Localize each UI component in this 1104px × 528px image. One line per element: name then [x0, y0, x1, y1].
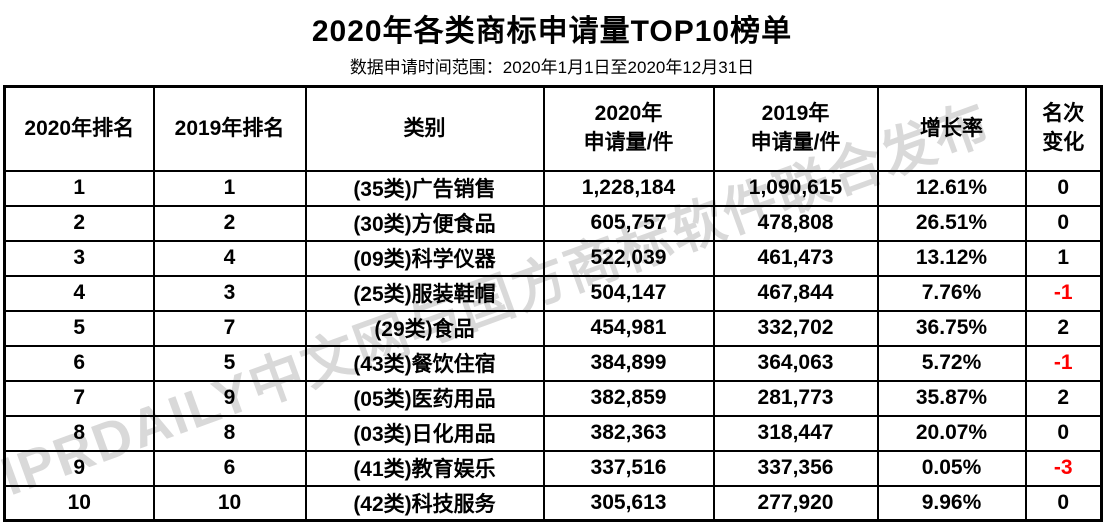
- cell-rank-change: -3: [1024, 449, 1103, 487]
- column-header-apps-2020: 2020年 申请量/件: [542, 85, 715, 172]
- cell-category: (42类)科技服务: [304, 484, 545, 522]
- table-row: 10 10 (42类)科技服务 305,613 277,920 9.96% 0: [3, 484, 1103, 522]
- table-row: 7 9 (05类)医药用品 382,859 281,773 35.87% 2: [3, 379, 1103, 417]
- table-row: 3 4 (09类)科学仪器 522,039 461,473 13.12% 1: [3, 239, 1103, 277]
- cell-rank-2020: 8: [3, 414, 155, 452]
- cell-rank-2020: 7: [3, 379, 155, 417]
- cell-rank-change: 0: [1024, 414, 1103, 452]
- cell-rank-change: 2: [1024, 309, 1103, 347]
- cell-apps-2020: 382,859: [542, 379, 715, 417]
- cell-category: (25类)服装鞋帽: [304, 274, 545, 312]
- cell-apps-2019: 1,090,615: [712, 169, 879, 207]
- cell-category: (09类)科学仪器: [304, 239, 545, 277]
- cell-rank-2019: 3: [152, 274, 307, 312]
- table-row: 4 3 (25类)服装鞋帽 504,147 467,844 7.76% -1: [3, 274, 1103, 312]
- cell-category: (43类)餐饮住宿: [304, 344, 545, 382]
- cell-apps-2019: 461,473: [712, 239, 879, 277]
- cell-apps-2019: 337,356: [712, 449, 879, 487]
- cell-apps-2020: 305,613: [542, 484, 715, 522]
- cell-rank-change: 0: [1024, 484, 1103, 522]
- cell-apps-2020: 454,981: [542, 309, 715, 347]
- cell-rank-change: 0: [1024, 204, 1103, 242]
- column-header-rank-change: 名次 变化: [1024, 85, 1103, 172]
- cell-apps-2020: 522,039: [542, 239, 715, 277]
- cell-rank-2019: 4: [152, 239, 307, 277]
- cell-rank-change: -1: [1024, 274, 1103, 312]
- column-header-growth: 增长率: [876, 85, 1027, 172]
- cell-category: (05类)医药用品: [304, 379, 545, 417]
- cell-growth: 9.96%: [876, 484, 1027, 522]
- cell-rank-2020: 6: [3, 344, 155, 382]
- cell-apps-2019: 467,844: [712, 274, 879, 312]
- cell-apps-2020: 337,516: [542, 449, 715, 487]
- header-row: 2020年排名 2019年排名 类别 2020年 申请量/件 2019年 申请量…: [3, 85, 1103, 172]
- cell-category: (35类)广告销售: [304, 169, 545, 207]
- cell-rank-2020: 10: [3, 484, 155, 522]
- cell-apps-2019: 281,773: [712, 379, 879, 417]
- cell-rank-2020: 1: [3, 169, 155, 207]
- cell-rank-2019: 1: [152, 169, 307, 207]
- cell-rank-2020: 9: [3, 449, 155, 487]
- cell-apps-2020: 504,147: [542, 274, 715, 312]
- page-title: 2020年各类商标申请量TOP10榜单: [311, 15, 793, 48]
- cell-growth: 0.05%: [876, 449, 1027, 487]
- table-row: 9 6 (41类)教育娱乐 337,516 337,356 0.05% -3: [3, 449, 1103, 487]
- table-row: 5 7 (29类)食品 454,981 332,702 36.75% 2: [3, 309, 1103, 347]
- cell-apps-2019: 332,702: [712, 309, 879, 347]
- cell-apps-2019: 277,920: [712, 484, 879, 522]
- cell-growth: 26.51%: [876, 204, 1027, 242]
- cell-rank-2019: 2: [152, 204, 307, 242]
- cell-apps-2020: 382,363: [542, 414, 715, 452]
- cell-rank-change: 2: [1024, 379, 1103, 417]
- column-header-apps-2019: 2019年 申请量/件: [712, 85, 879, 172]
- cell-rank-2020: 4: [3, 274, 155, 312]
- cell-growth: 7.76%: [876, 274, 1027, 312]
- cell-rank-change: 1: [1024, 239, 1103, 277]
- cell-rank-2019: 7: [152, 309, 307, 347]
- cell-category: (41类)教育娱乐: [304, 449, 545, 487]
- cell-category: (30类)方便食品: [304, 204, 545, 242]
- table-row: 1 1 (35类)广告销售 1,228,184 1,090,615 12.61%…: [3, 169, 1103, 207]
- cell-growth: 13.12%: [876, 239, 1027, 277]
- cell-rank-2019: 8: [152, 414, 307, 452]
- cell-rank-change: -1: [1024, 344, 1103, 382]
- cell-rank-2019: 6: [152, 449, 307, 487]
- ranking-table: 2020年排名 2019年排名 类别 2020年 申请量/件 2019年 申请量…: [3, 85, 1103, 522]
- cell-growth: 12.61%: [876, 169, 1027, 207]
- cell-apps-2019: 364,063: [712, 344, 879, 382]
- cell-rank-2020: 2: [3, 204, 155, 242]
- cell-apps-2019: 318,447: [712, 414, 879, 452]
- column-header-rank-2020: 2020年排名: [3, 85, 155, 172]
- page-subtitle: 数据申请时间范围：2020年1月1日至2020年12月31日: [349, 58, 755, 77]
- cell-growth: 20.07%: [876, 414, 1027, 452]
- column-header-category: 类别: [304, 85, 545, 172]
- cell-growth: 36.75%: [876, 309, 1027, 347]
- cell-rank-2019: 9: [152, 379, 307, 417]
- column-header-rank-2019: 2019年排名: [152, 85, 307, 172]
- cell-category: (03类)日化用品: [304, 414, 545, 452]
- cell-category: (29类)食品: [304, 309, 545, 347]
- cell-rank-2019: 10: [152, 484, 307, 522]
- table-row: 6 5 (43类)餐饮住宿 384,899 364,063 5.72% -1: [3, 344, 1103, 382]
- table-row: 8 8 (03类)日化用品 382,363 318,447 20.07% 0: [3, 414, 1103, 452]
- cell-rank-2019: 5: [152, 344, 307, 382]
- table-row: 2 2 (30类)方便食品 605,757 478,808 26.51% 0: [3, 204, 1103, 242]
- cell-apps-2019: 478,808: [712, 204, 879, 242]
- cell-apps-2020: 1,228,184: [542, 169, 715, 207]
- cell-rank-change: 0: [1024, 169, 1103, 207]
- cell-apps-2020: 605,757: [542, 204, 715, 242]
- cell-growth: 5.72%: [876, 344, 1027, 382]
- cell-growth: 35.87%: [876, 379, 1027, 417]
- cell-apps-2020: 384,899: [542, 344, 715, 382]
- cell-rank-2020: 3: [3, 239, 155, 277]
- cell-rank-2020: 5: [3, 309, 155, 347]
